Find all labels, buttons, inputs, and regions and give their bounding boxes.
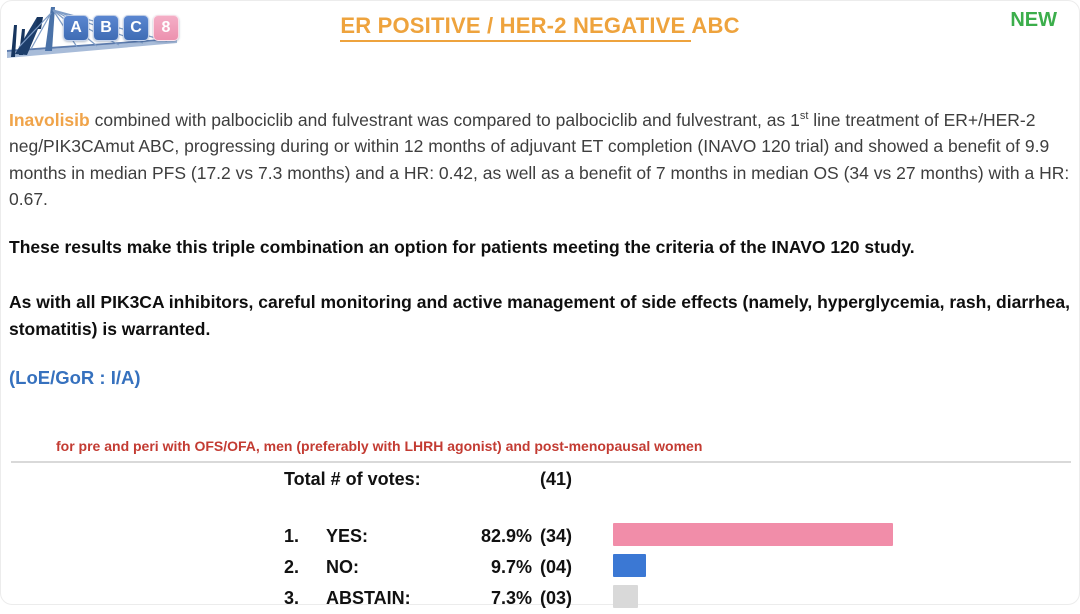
vote-row-number: 2.: [284, 557, 300, 577]
vote-results: Total # of votes: (41) 1. YES: 82.9% (34…: [284, 463, 1074, 614]
scope-note: for pre and peri with OFS/OFA, men (pref…: [56, 438, 703, 454]
safety-paragraph: As with all PIK3CA inhibitors, careful m…: [9, 292, 1070, 339]
vote-row-number: 3.: [284, 588, 300, 608]
loe-gor-label: (LoE/GoR : I/A): [9, 367, 141, 388]
logo-tiles: A B C 8: [63, 15, 179, 41]
vote-row-yes: 1. YES: 82.9% (34): [284, 521, 1074, 552]
vote-bar-abstain: [613, 584, 638, 608]
vote-bar-yes: [613, 522, 893, 546]
page-title-rest: ABC: [691, 13, 740, 38]
vote-total-row: Total # of votes: (41): [284, 463, 1074, 495]
vote-row-pct: 82.9%: [480, 526, 532, 546]
vote-row-label: NO:: [326, 557, 359, 577]
summary-text-1: combined with palbociclib and fulvestran…: [89, 109, 800, 130]
summary-text-2: line treatment of ER+/HER-2 neg/PIK3CAmu…: [9, 109, 1070, 210]
vote-row-abstain: 3. ABSTAIN: 7.3% (03): [284, 583, 1074, 614]
logo-tile-a: A: [63, 15, 89, 41]
vote-row-pct: 7.3%: [490, 588, 532, 608]
ordinal-superscript: st: [799, 110, 809, 122]
logo-tile-b: B: [93, 15, 119, 41]
new-badge: NEW: [1010, 9, 1057, 31]
vote-row-label: YES:: [326, 526, 369, 546]
page-title: ER POSITIVE / HER-2 NEGATIVE ABC: [1, 13, 1079, 42]
page-title-underlined: ER POSITIVE / HER-2 NEGATIVE: [340, 13, 692, 42]
summary-paragraph: Inavolisib combined with palbociclib and…: [9, 103, 1075, 213]
drug-name: Inavolisib: [9, 109, 90, 130]
vote-row-count: (04): [540, 557, 573, 577]
vote-bar-no: [613, 553, 646, 577]
vote-row-label: ABSTAIN:: [326, 588, 411, 608]
vote-total-count: (41): [540, 468, 573, 489]
logo-tile-8: 8: [153, 15, 179, 41]
vote-row-pct: 9.7%: [490, 557, 532, 577]
vote-row-count: (03): [540, 588, 573, 608]
recommendation-paragraph: These results make this triple combinati…: [9, 237, 915, 257]
section-divider: [11, 461, 1071, 463]
logo-tile-c: C: [123, 15, 149, 41]
vote-row-no: 2. NO: 9.7% (04): [284, 552, 1074, 583]
abc8-logo: A B C 8: [7, 5, 179, 65]
vote-row-count: (34): [540, 526, 573, 546]
vote-total-label: Total # of votes:: [284, 468, 421, 489]
vote-row-number: 1.: [284, 526, 300, 546]
vote-rows: 1. YES: 82.9% (34) 2. NO: 9.7% (04) 3. A…: [284, 521, 1074, 614]
